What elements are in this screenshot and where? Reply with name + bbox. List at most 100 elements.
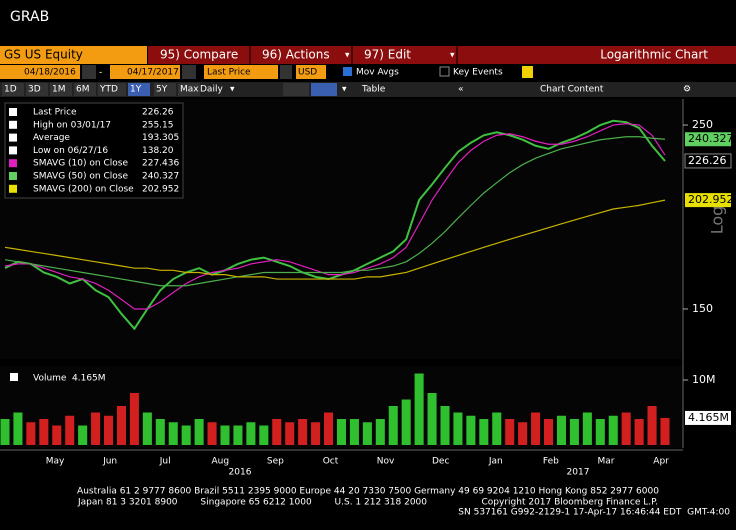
edit-button[interactable]: 97) Edit <box>364 48 411 62</box>
chart-style-button[interactable] <box>283 83 309 96</box>
chart-type-button[interactable] <box>311 83 337 96</box>
key-events-checkbox[interactable] <box>439 66 450 77</box>
range-label: 1D <box>4 85 17 95</box>
volume-bar <box>647 406 657 445</box>
end-date-box[interactable] <box>110 65 180 79</box>
volume-bar <box>311 422 321 445</box>
volume-bar <box>414 373 424 445</box>
range-button[interactable] <box>2 83 24 96</box>
legend-swatch <box>9 108 17 116</box>
ticker-box[interactable] <box>0 46 147 64</box>
x-tick-label: Aug <box>212 457 230 467</box>
volume-bar <box>13 412 23 445</box>
footer-line: Australia 61 2 9777 8600 Brazil 5511 239… <box>77 487 659 497</box>
x-tick-label: Jun <box>102 457 117 467</box>
range-button[interactable] <box>98 83 126 96</box>
legend-name: Average <box>33 133 70 143</box>
chart-content-button[interactable]: Chart Content <box>540 85 604 95</box>
currency-box[interactable] <box>296 65 326 79</box>
calendar-button[interactable] <box>182 65 196 79</box>
volume-bar <box>207 422 217 445</box>
volume-bar <box>233 425 243 445</box>
volume-bar <box>181 425 191 445</box>
y-tick-label: 150 <box>692 302 713 315</box>
calendar-button[interactable] <box>82 65 96 79</box>
volume-bar <box>440 406 450 445</box>
key-events: Key Events <box>453 68 503 78</box>
volume-bar <box>168 422 178 445</box>
volume-bar <box>39 419 49 445</box>
start-date-box[interactable] <box>0 65 80 79</box>
volume-bar <box>194 419 204 445</box>
range-button[interactable] <box>50 83 72 96</box>
volume-bar <box>349 419 359 445</box>
value-tag-label: 202.952 <box>688 193 734 206</box>
last-volume-tag <box>685 410 731 425</box>
table-button[interactable]: Table <box>361 85 386 95</box>
footer-line: Copyright 2017 Bloomberg Finance L.P. <box>482 498 658 508</box>
legend-value: 255.15 <box>142 120 174 130</box>
legend-name: Last Price <box>33 108 77 118</box>
dash: - <box>99 68 102 78</box>
actions-button[interactable]: 96) Actions <box>262 48 330 62</box>
range-button[interactable] <box>26 83 48 96</box>
legend-value: 226.26 <box>142 108 174 118</box>
legend-value: 138.20 <box>142 146 174 156</box>
volume-bar <box>155 419 165 445</box>
legend-name: SMAVG (50) on Close <box>33 172 128 182</box>
axis-label: Log <box>708 206 727 235</box>
x-tick-label: Jan <box>488 457 503 467</box>
start-date: 04/18/2016 <box>24 68 76 78</box>
volume-bar <box>582 412 592 445</box>
range-button[interactable] <box>178 83 200 96</box>
range-button[interactable] <box>128 83 150 96</box>
dropdown-arrow: ▾ <box>342 85 347 95</box>
series-line <box>4 122 666 310</box>
settings-icon[interactable]: ⚙ <box>683 85 691 95</box>
dropdown-arrow: ▾ <box>450 51 455 61</box>
info-icon[interactable] <box>522 66 533 78</box>
range-button[interactable] <box>154 83 176 96</box>
volume-bar <box>246 422 256 445</box>
legend-value: 202.952 <box>142 184 179 194</box>
x-tick-label: Mar <box>598 457 615 467</box>
dropdown[interactable] <box>280 65 292 79</box>
volume-legend-name: Volume <box>33 374 67 384</box>
legend-name: High on 03/01/17 <box>33 120 111 130</box>
x-tick-label: Nov <box>377 457 395 467</box>
field-box[interactable] <box>204 65 278 79</box>
legend-swatch <box>9 120 17 129</box>
volume-bar <box>91 412 101 445</box>
currency: USD <box>298 68 317 78</box>
mov-avgs: Mov Avgs <box>356 68 399 78</box>
volume-bar <box>375 419 385 445</box>
volume-bar <box>621 412 631 445</box>
ticker: GS US Equity <box>4 48 83 62</box>
volume-bar <box>608 415 618 445</box>
volume-bar <box>104 415 114 445</box>
x-tick-label: Jul <box>159 457 171 467</box>
dropdown-arrow: ▾ <box>345 51 350 61</box>
volume-bar <box>52 425 62 445</box>
volume-bar <box>78 425 88 445</box>
range-button[interactable] <box>74 83 96 96</box>
volume-bar <box>479 419 489 445</box>
volume-bar <box>660 417 670 445</box>
volume-bar <box>401 399 411 445</box>
volume-bar <box>285 422 295 445</box>
legend-value: 193.305 <box>142 133 179 143</box>
collapse-button[interactable]: « <box>458 85 464 95</box>
value-tag <box>684 153 732 169</box>
series-line <box>4 136 666 287</box>
volume-bar <box>298 419 308 445</box>
series-line <box>4 199 666 280</box>
volume-bar <box>595 419 605 445</box>
y-tick-label: 10M <box>692 373 716 386</box>
field: Last Price <box>207 68 251 78</box>
legend-name: Low on 06/27/16 <box>33 146 108 156</box>
x-tick-label: Feb <box>543 457 559 467</box>
mov-avgs-checkbox[interactable] <box>343 67 352 76</box>
volume-bar <box>518 422 528 445</box>
menu-bar <box>148 46 736 64</box>
compare-button[interactable]: 95) Compare <box>160 48 238 62</box>
